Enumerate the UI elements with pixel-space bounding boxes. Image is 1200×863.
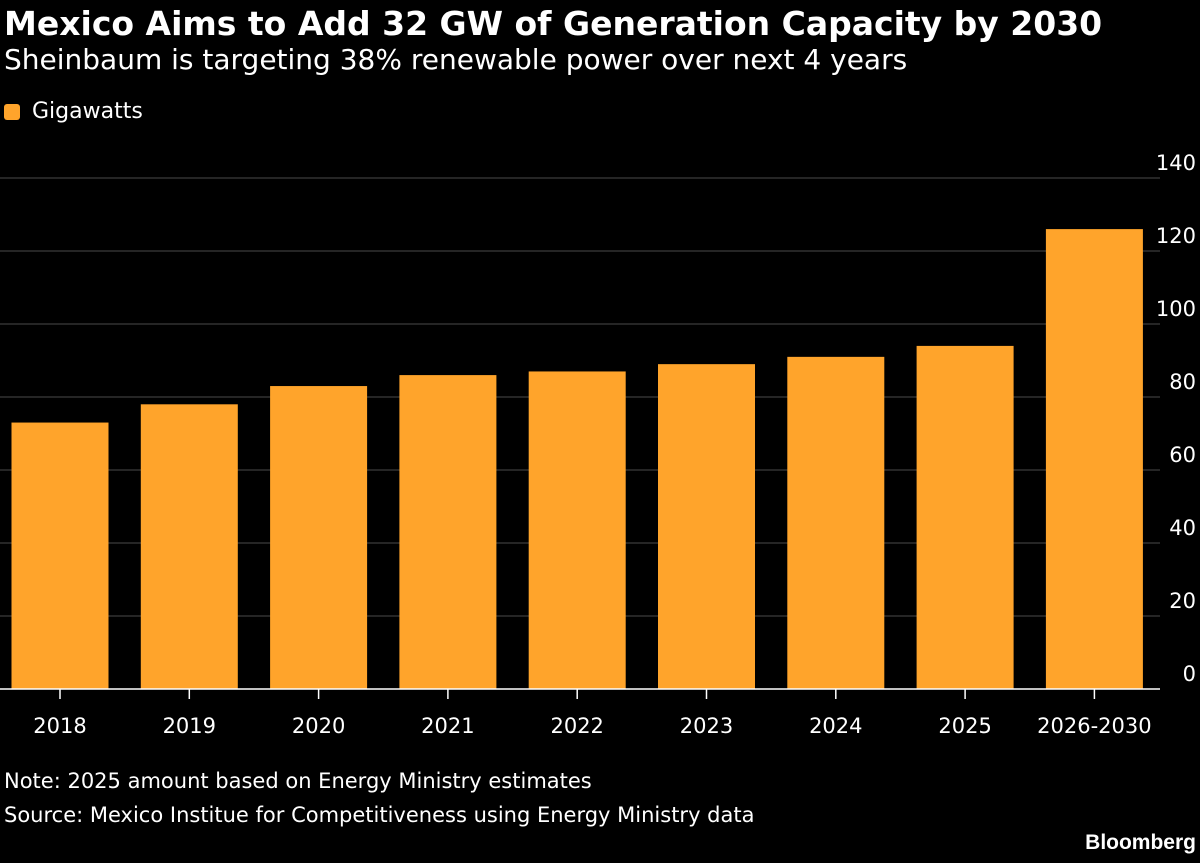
y-tick-label: 0 bbox=[1183, 662, 1196, 686]
bar bbox=[528, 371, 626, 689]
bar bbox=[658, 364, 755, 689]
bar bbox=[916, 345, 1014, 689]
x-tick-label: 2021 bbox=[421, 714, 474, 738]
x-axis: 2018 2019 2020 2021 2022 2023 2024 2025 2026-203… bbox=[0, 688, 1160, 738]
brand-logo: Bloomberg bbox=[1085, 831, 1196, 854]
x-tick-label: 2026-2030 bbox=[1037, 714, 1151, 738]
chart-note: Note: 2025 amount based on Energy Minist… bbox=[4, 769, 592, 793]
x-tick-label: 2018 bbox=[33, 714, 86, 738]
y-tick-label: 140 bbox=[1156, 151, 1196, 175]
chart-source: Source: Mexico Institue for Competitiven… bbox=[4, 803, 755, 827]
x-tick-label: 2022 bbox=[550, 714, 603, 738]
y-tick-labels: 0 20 40 60 80 100 120 140 bbox=[1156, 151, 1196, 686]
legend-label: Gigawatts bbox=[32, 99, 143, 124]
y-tick-label: 100 bbox=[1156, 297, 1196, 321]
bar bbox=[11, 422, 109, 689]
y-tick-label: 60 bbox=[1169, 443, 1196, 467]
bar bbox=[787, 356, 885, 689]
x-tick-label: 2019 bbox=[163, 714, 216, 738]
y-tick-label: 80 bbox=[1169, 370, 1196, 394]
x-tick-label: 2025 bbox=[938, 714, 991, 738]
bar bbox=[1045, 229, 1143, 689]
bars bbox=[11, 229, 1143, 689]
x-tick-label: 2024 bbox=[809, 714, 862, 738]
y-tick-label: 20 bbox=[1169, 589, 1196, 613]
x-tick-label: 2023 bbox=[680, 714, 733, 738]
chart-title: Mexico Aims to Add 32 GW of Generation C… bbox=[4, 4, 1103, 43]
y-tick-label: 120 bbox=[1156, 224, 1196, 248]
y-tick-label: 40 bbox=[1169, 516, 1196, 540]
legend: Gigawatts bbox=[4, 99, 143, 124]
legend-swatch bbox=[4, 103, 20, 120]
bar bbox=[140, 404, 238, 689]
bar bbox=[399, 375, 497, 689]
bar bbox=[270, 386, 368, 689]
chart-subtitle: Sheinbaum is targeting 38% renewable pow… bbox=[4, 43, 908, 76]
x-tick-label: 2020 bbox=[292, 714, 345, 738]
